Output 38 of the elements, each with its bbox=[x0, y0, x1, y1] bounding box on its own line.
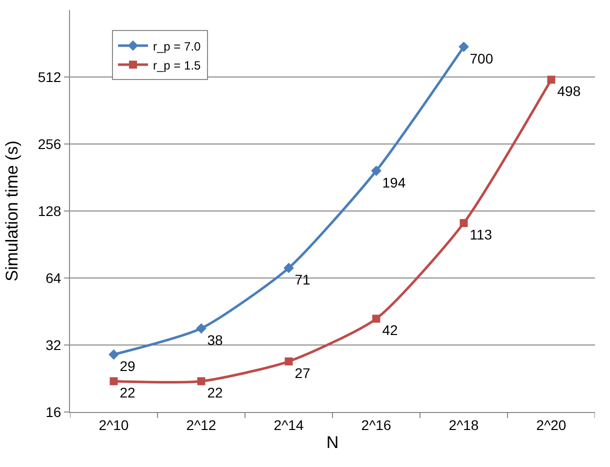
y-tick-label: 16 bbox=[46, 404, 62, 420]
y-axis-title: Simulation time (s) bbox=[2, 140, 22, 282]
x-tick-label: 2^14 bbox=[274, 416, 304, 433]
data-label: 38 bbox=[207, 332, 224, 348]
point bbox=[371, 166, 382, 176]
x-tick-label: 2^18 bbox=[448, 416, 479, 433]
y-tick-label: 32 bbox=[46, 336, 62, 353]
data-label: 700 bbox=[470, 50, 494, 66]
data-label: 498 bbox=[557, 83, 581, 100]
y-tick-label: 128 bbox=[38, 202, 62, 219]
y-tick-label: 256 bbox=[38, 136, 62, 152]
data-label: 22 bbox=[120, 384, 136, 401]
data-label: 113 bbox=[470, 226, 492, 243]
data-label: 194 bbox=[382, 174, 406, 190]
point bbox=[547, 76, 556, 84]
point bbox=[284, 357, 293, 366]
legend-label: r_p = 7.0 bbox=[153, 39, 202, 54]
x-axis-title: N bbox=[326, 433, 339, 452]
point bbox=[284, 262, 294, 274]
data-label: 22 bbox=[207, 384, 224, 401]
point bbox=[460, 219, 468, 228]
x-tick-label: 2^16 bbox=[361, 416, 392, 433]
point bbox=[197, 377, 206, 386]
x-tick-label: 2^12 bbox=[186, 416, 216, 433]
point bbox=[196, 323, 206, 334]
point bbox=[372, 314, 380, 323]
data-label: 27 bbox=[294, 364, 311, 381]
y-tick-label: 512 bbox=[38, 68, 62, 85]
data-label: 71 bbox=[294, 271, 311, 288]
data-label: 29 bbox=[120, 358, 136, 374]
legend-label: r_p = 1.5 bbox=[153, 58, 202, 72]
x-tick-label: 2^20 bbox=[536, 416, 566, 433]
point bbox=[108, 349, 119, 360]
point bbox=[458, 42, 469, 52]
point bbox=[110, 377, 118, 386]
x-tick-label: 2^10 bbox=[98, 416, 129, 433]
y-tick-label: 64 bbox=[46, 270, 62, 286]
data-label: 42 bbox=[382, 322, 398, 338]
